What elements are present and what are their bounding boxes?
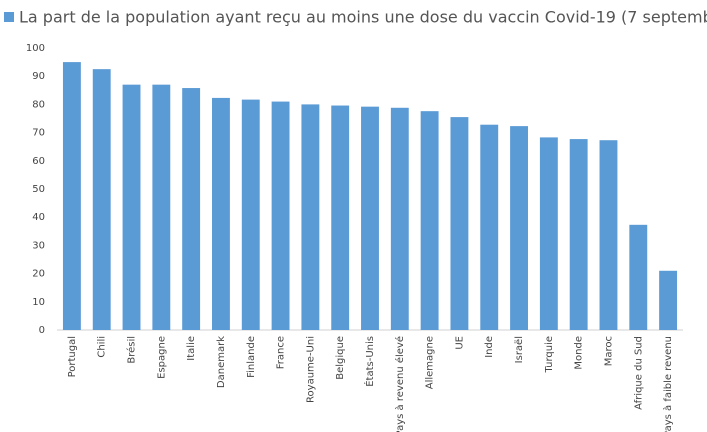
x-tick-label: Espagne — [156, 336, 167, 379]
bar — [212, 97, 230, 330]
x-tick-label: Israël — [514, 336, 525, 363]
y-tick-label: 40 — [32, 212, 45, 223]
x-tick-label: Belgique — [335, 336, 346, 380]
bar — [659, 270, 678, 330]
x-tick-label: Chili — [97, 336, 108, 358]
legend-swatch — [4, 12, 14, 22]
y-tick-label: 50 — [32, 184, 45, 195]
y-tick-label: 20 — [32, 269, 45, 280]
bar — [361, 106, 379, 330]
x-tick-label: UE — [454, 336, 465, 350]
bar — [539, 137, 558, 330]
y-tick-label: 100 — [26, 43, 45, 54]
x-tick-label: Turquie — [544, 336, 555, 373]
bar — [182, 88, 201, 330]
bar — [450, 117, 469, 330]
bar — [629, 224, 648, 330]
x-tick-label: Pays à faible revenu — [662, 336, 674, 432]
y-tick-label: 70 — [32, 128, 45, 139]
x-tick-label: Portugal — [67, 336, 78, 377]
bar — [599, 140, 618, 330]
x-tick-label: Italie — [186, 336, 197, 361]
bar — [420, 111, 439, 330]
y-tick-label: 0 — [39, 325, 45, 336]
y-tick-label: 30 — [32, 240, 45, 251]
bar — [331, 105, 350, 330]
bar — [241, 99, 260, 330]
x-tick-label: Finlande — [246, 336, 257, 378]
x-tick-label: Royaume-Uni — [305, 336, 316, 403]
bar — [390, 107, 409, 330]
bar — [569, 139, 588, 330]
x-tick-label: France — [276, 336, 287, 369]
bar — [480, 124, 499, 330]
x-tick-label: Allemagne — [425, 336, 436, 389]
bar — [92, 69, 111, 331]
x-tick-label: Pays à revenu élevé — [394, 336, 406, 432]
bar — [122, 84, 141, 330]
x-tick-label: Brésil — [126, 336, 138, 364]
bar — [510, 126, 528, 330]
y-tick-label: 60 — [32, 156, 45, 167]
x-tick-label: Maroc — [603, 336, 614, 366]
bar — [301, 104, 320, 331]
x-tick-label: Inde — [484, 336, 495, 358]
x-tick-label: Afrique du Sud — [633, 336, 644, 410]
x-tick-label: États-Unis — [363, 336, 376, 387]
x-tick-label: Danemark — [216, 336, 227, 388]
x-tick-label: Monde — [574, 336, 585, 370]
legend-label: La part de la population ayant reçu au m… — [19, 8, 707, 27]
bar — [62, 62, 81, 330]
y-tick-label: 80 — [32, 99, 45, 110]
bar — [152, 84, 171, 330]
y-tick-label: 90 — [32, 71, 45, 82]
y-tick-label: 10 — [32, 297, 45, 308]
bar — [271, 101, 290, 330]
